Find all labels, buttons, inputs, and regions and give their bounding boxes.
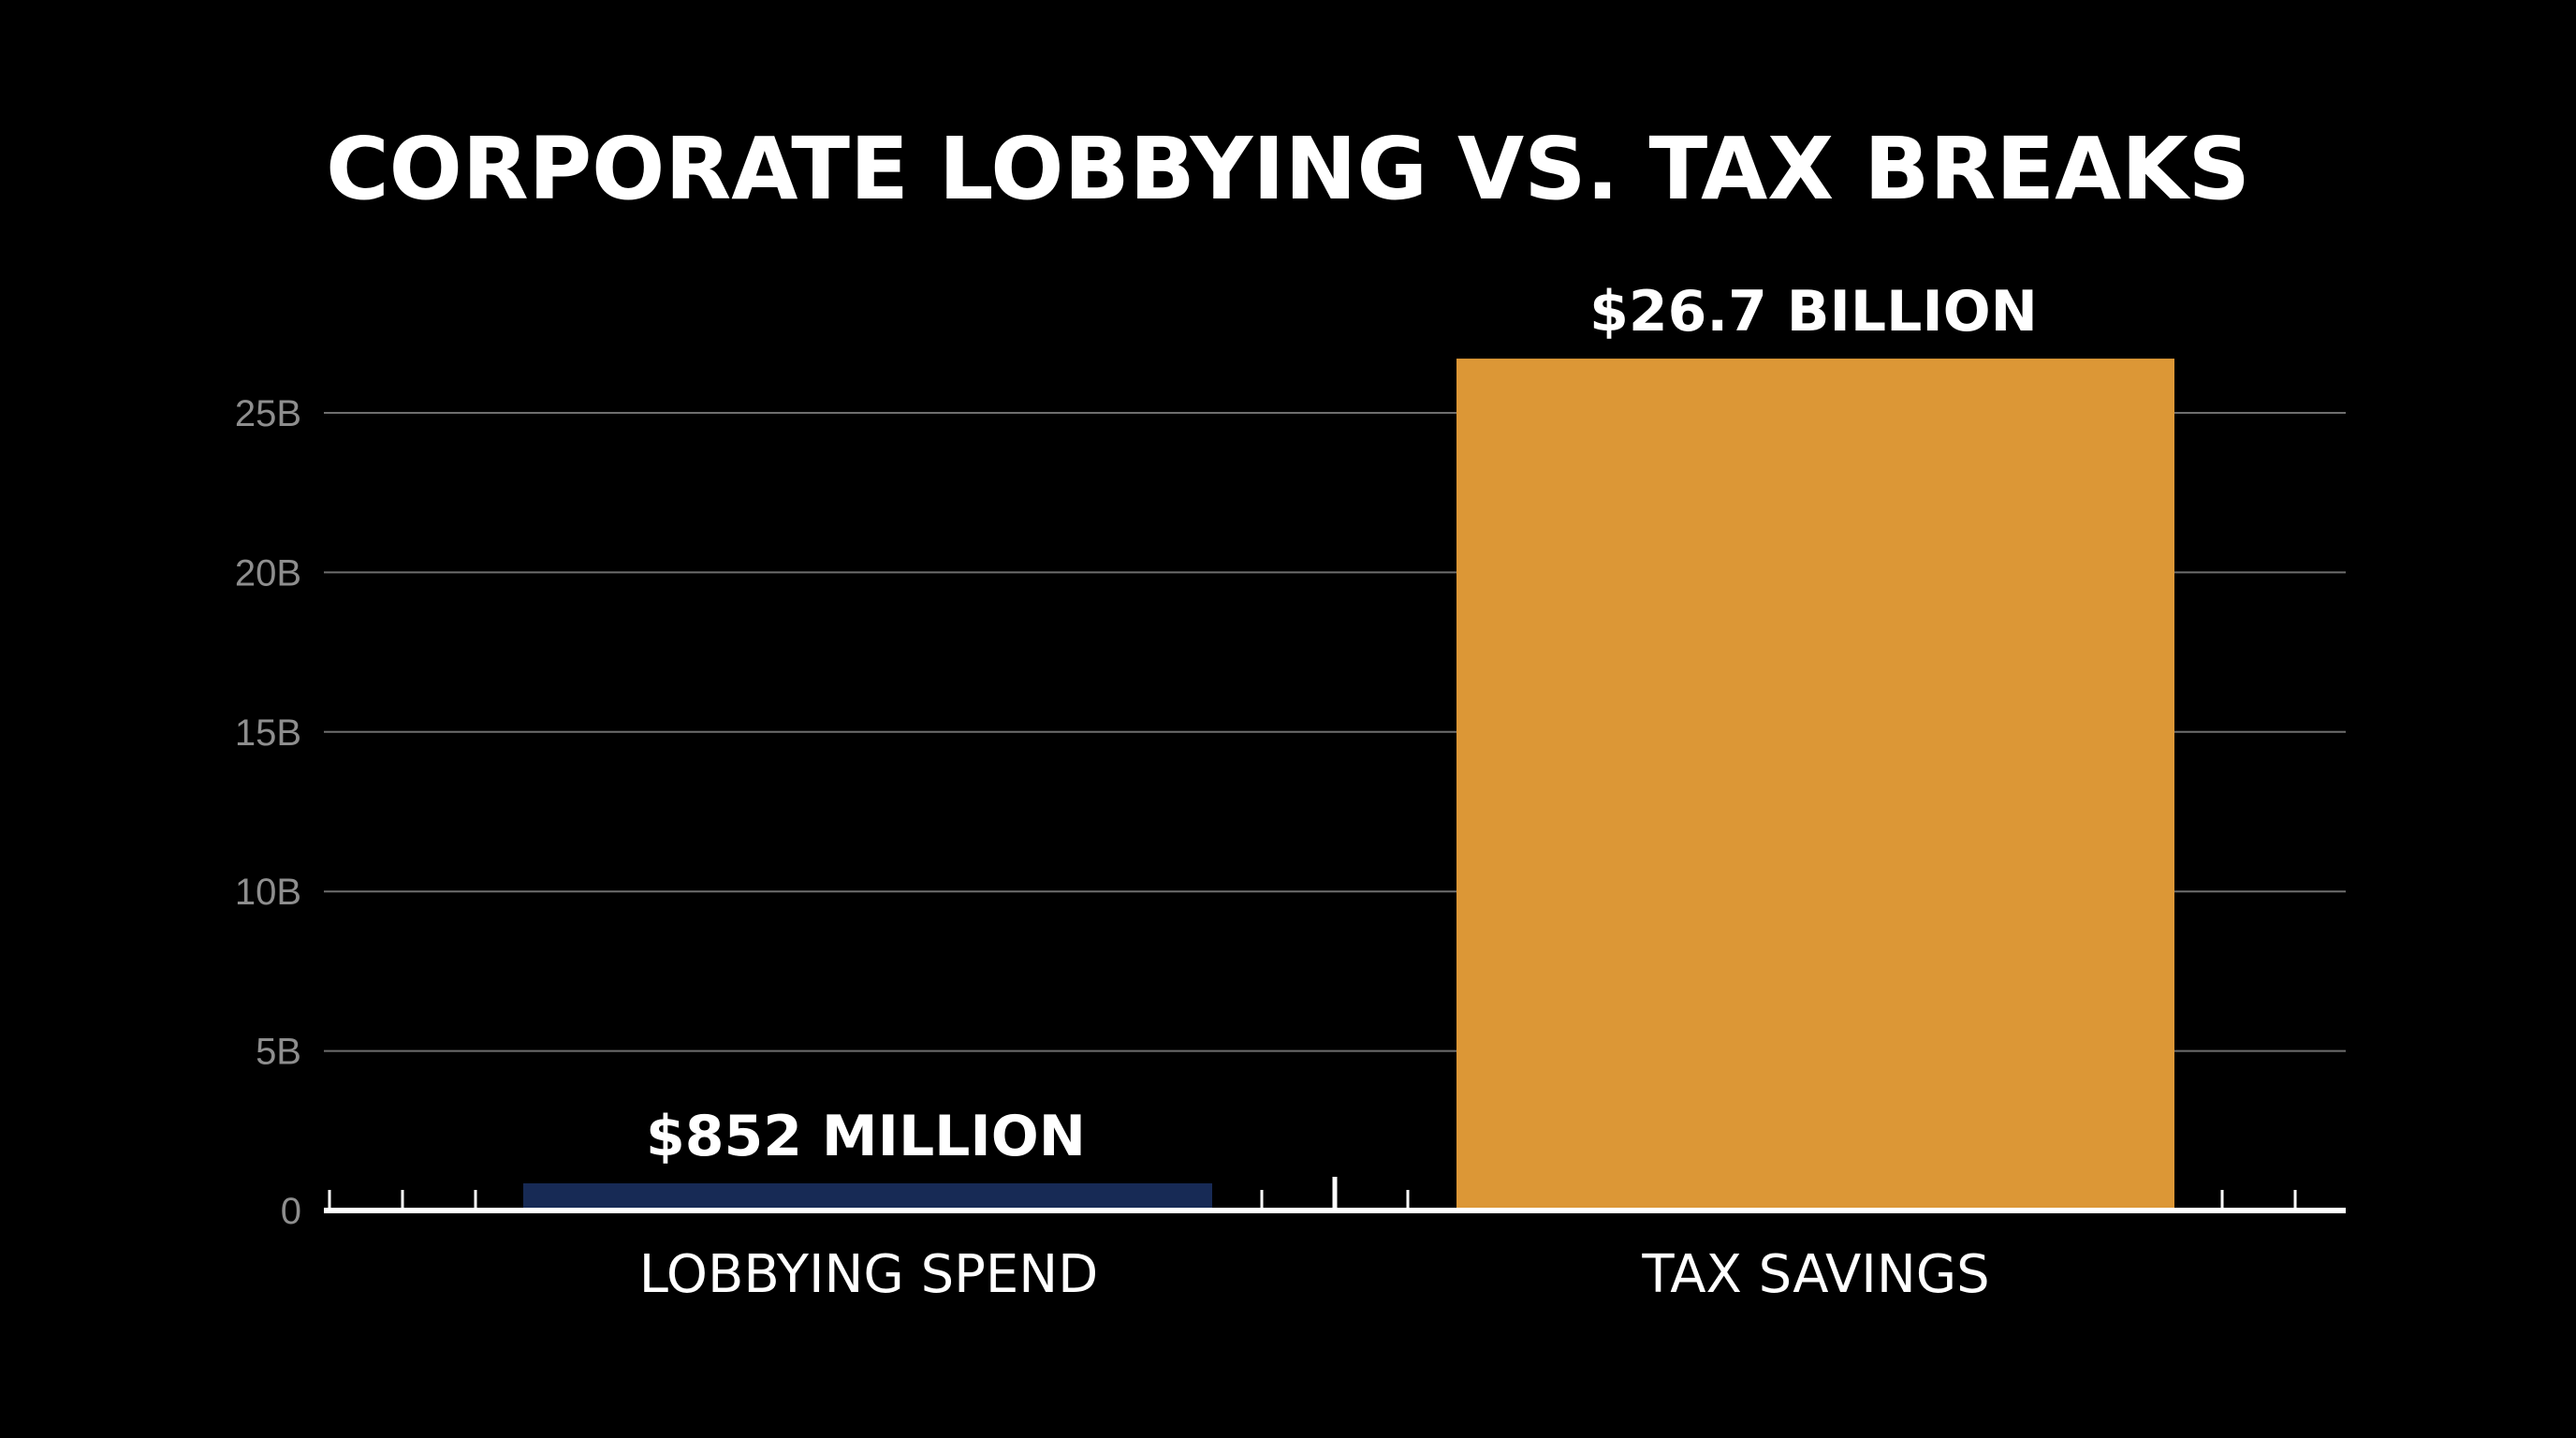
bar [523, 1182, 1212, 1211]
bar [1456, 359, 2174, 1211]
data-label: $26.7 BILLION [1589, 279, 2038, 345]
x-tick-label: LOBBYING SPEND [639, 1244, 1099, 1305]
y-tick-label: 25B [235, 393, 301, 434]
y-tick-label: 10B [235, 872, 301, 913]
labels: 0 5B 10B 15B 20B 25B $852 MILLION LOBBYING SPEN… [235, 279, 2038, 1305]
y-tick-label: 20B [235, 552, 301, 594]
y-tick-label: 0 [281, 1191, 301, 1232]
y-tick-label: 5B [256, 1032, 301, 1073]
data-label: $852 MILLION [646, 1104, 1086, 1169]
x-tick-label: TAX SAVINGS [1641, 1244, 1989, 1305]
y-tick-label: 15B [235, 712, 301, 754]
bars [523, 359, 2174, 1211]
x-axis [324, 1177, 2346, 1213]
chart-title: CORPORATE LOBBYING VS. TAX BREAKS [326, 119, 2250, 219]
